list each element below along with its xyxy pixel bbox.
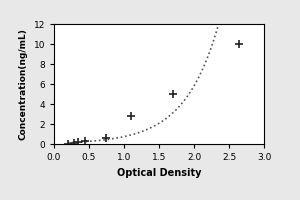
Y-axis label: Concentration(ng/mL): Concentration(ng/mL) [19, 28, 28, 140]
X-axis label: Optical Density: Optical Density [117, 168, 201, 178]
